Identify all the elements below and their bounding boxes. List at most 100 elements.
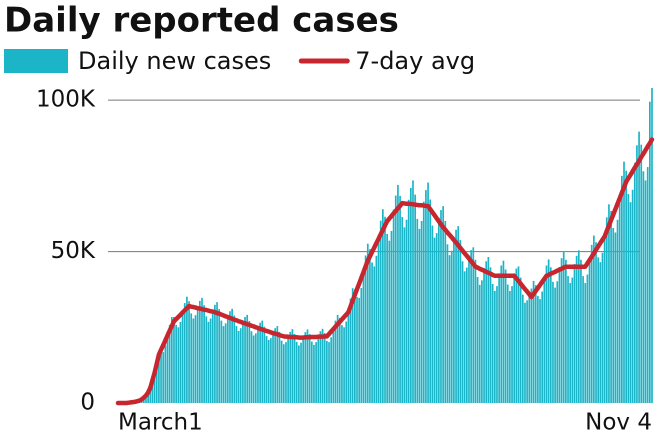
lines [115,137,655,406]
bar [207,321,210,403]
bar [248,320,251,403]
bar [595,242,597,403]
bar [489,267,492,403]
bar [164,345,167,403]
bar [558,267,561,403]
bar [565,259,567,403]
bar [214,304,216,403]
bar [554,287,556,403]
bar [569,283,572,403]
bar [229,311,231,403]
bar [513,273,516,403]
bar [306,329,309,403]
bar [444,220,447,403]
bar [420,220,423,403]
bar [310,341,313,403]
legend-label: 7-day avg [355,47,475,75]
bar [188,301,190,403]
bar [267,340,270,403]
bar [580,259,582,403]
bar [648,101,651,404]
bar [407,199,410,403]
bar [493,290,496,403]
bar [364,255,367,403]
bar [145,396,147,403]
bar [179,321,182,403]
bar [506,284,509,403]
bar [298,345,300,403]
bar [362,269,365,403]
bar [369,249,371,403]
bar [285,342,287,403]
bar [330,337,333,403]
bar [392,209,395,403]
bar [504,269,507,403]
bar [198,300,201,403]
bar [147,393,149,403]
y-tick-label: 50K [51,238,96,264]
bar [545,265,548,403]
bar [517,266,520,403]
bar [627,194,630,403]
bar [270,338,272,403]
bar [313,344,315,403]
bar [203,305,205,403]
bar [259,322,261,403]
bar [326,340,328,403]
bar [235,326,238,403]
bar [425,190,427,403]
bar [601,252,604,403]
bar [272,331,274,403]
bar [478,284,481,403]
bar [345,321,348,403]
bar [224,323,227,403]
bar [397,184,399,403]
avg-line [115,137,655,406]
bar [521,294,524,403]
bar [485,261,488,403]
bar [552,281,554,403]
bar [263,326,266,403]
bar [409,187,412,403]
bar [629,202,632,403]
bar [205,316,208,403]
bar [588,257,591,403]
bar [461,261,464,403]
bar [429,199,432,403]
bars [127,88,653,404]
bar [388,240,391,403]
bar [177,327,180,403]
bar [384,216,386,403]
bar [381,209,384,403]
bar [349,298,352,403]
bar [394,195,397,403]
bar [582,276,584,403]
bar [412,180,414,403]
bar [651,88,653,404]
bar [321,328,324,403]
bar [276,326,279,403]
bar [612,227,615,403]
bar [211,309,214,403]
bar [427,182,429,403]
bar [218,309,221,403]
bar [274,328,277,403]
bar [239,328,242,403]
bar [631,189,634,403]
bar [254,333,257,403]
chart-title: Daily reported cases [4,1,399,41]
bar [183,303,186,403]
bar [175,324,177,403]
bar [250,331,253,403]
bar [336,314,339,403]
bar [149,389,152,403]
bar [414,194,416,403]
bar [282,344,285,403]
bar [328,342,330,403]
bar [233,315,236,403]
bar [556,281,559,403]
bar [265,336,268,403]
bar [209,318,212,403]
bar [539,299,541,403]
